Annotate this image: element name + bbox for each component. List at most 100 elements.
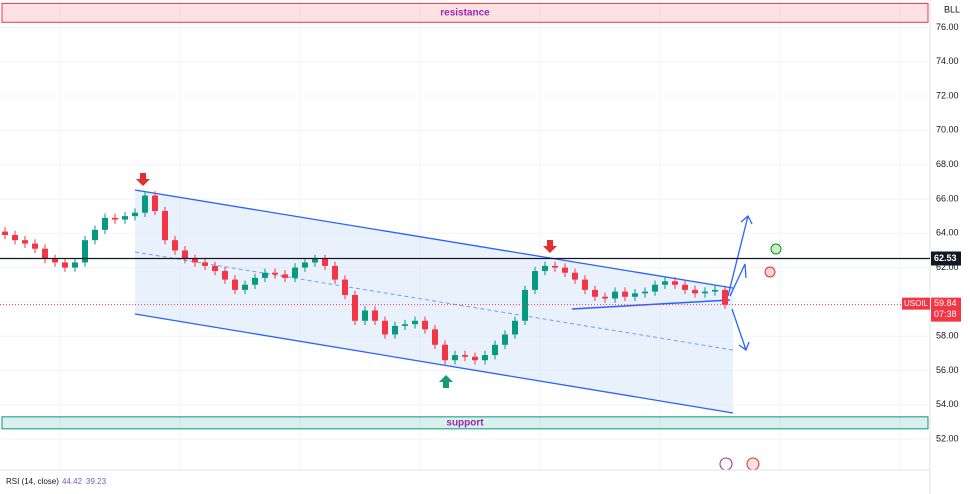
indicator-name: RSI (14, close) (6, 477, 59, 486)
candle-body (622, 291, 628, 297)
candle-body (372, 310, 378, 321)
candle-body (482, 355, 488, 361)
candle-body (422, 320, 428, 330)
candle-body (112, 217, 118, 220)
candle-body (62, 262, 68, 268)
candle-body (452, 355, 458, 361)
candle-body (242, 284, 248, 290)
candle-body (492, 344, 498, 356)
y-tick-label: 58.00 (936, 331, 959, 341)
candle-body (542, 265, 548, 272)
candle-body (292, 267, 298, 278)
candle-body (652, 284, 658, 292)
candle-body (412, 320, 418, 325)
y-tick-label: 68.00 (936, 159, 959, 169)
candle-body (82, 240, 88, 263)
candle-body (32, 243, 38, 249)
candle-body (302, 262, 308, 268)
zone-label: resistance (440, 8, 490, 19)
arrows (727, 214, 753, 352)
zone (1, 416, 929, 430)
candle-body (72, 262, 78, 268)
candle-body (202, 262, 208, 266)
indicator-value: 44.42 (62, 477, 83, 486)
candle-body (502, 334, 508, 345)
candle-body (712, 289, 718, 292)
candle-body (352, 295, 358, 321)
zone-label: support (446, 417, 484, 428)
candle-body (222, 271, 228, 280)
candle-body (332, 265, 338, 280)
y-tick-label: 54.00 (936, 399, 959, 409)
candle-body (702, 291, 708, 294)
symbol-tag (902, 297, 930, 310)
candle-body (632, 293, 638, 297)
indicator-value: 39.23 (86, 477, 107, 486)
y-tick-label: 64.00 (936, 228, 959, 238)
candle-body (2, 231, 8, 235)
y-tick-label: 70.00 (936, 125, 959, 135)
candle-body (432, 329, 438, 345)
candle-body (102, 217, 108, 230)
candle-body (162, 210, 168, 241)
candle-body (52, 259, 58, 263)
candle-body (532, 271, 538, 290)
y-tick-label: 66.00 (936, 193, 959, 203)
candle-body (212, 265, 218, 272)
last-price-label: 59.84 (934, 298, 957, 308)
y-tick-label: 62.00 (936, 262, 959, 272)
candle-body (522, 289, 528, 321)
axis-corner-label: BLL (944, 4, 960, 14)
candle-body (172, 240, 178, 251)
candle-body (142, 195, 148, 213)
candle-body (722, 289, 728, 305)
candle-body (512, 320, 518, 335)
level-tag (931, 251, 961, 266)
candle-body (132, 212, 138, 217)
candle-body (42, 248, 48, 260)
candle-body (602, 296, 608, 299)
symbol-label: USOIL (904, 299, 929, 308)
candle-body (572, 272, 578, 280)
candle-body (472, 356, 478, 361)
candle-body (22, 240, 28, 244)
y-tick-label: 74.00 (936, 56, 959, 66)
candle-body (642, 291, 648, 294)
candle-body (462, 355, 468, 357)
zone (1, 2, 929, 23)
candle-body (192, 259, 198, 263)
candle-body (312, 259, 318, 263)
candle-body (672, 281, 678, 285)
candle-body (182, 250, 188, 260)
candle-body (152, 195, 158, 211)
candle-body (442, 344, 448, 361)
candle-body (402, 324, 408, 326)
candle-body (382, 320, 388, 335)
candle-body (122, 216, 128, 220)
candle-body (682, 284, 688, 290)
level-label: 62.53 (934, 253, 957, 263)
candle-body (612, 291, 618, 299)
price-tag (931, 297, 961, 322)
candle-body (252, 277, 258, 285)
candle-body (662, 281, 668, 285)
candle-body (362, 310, 368, 321)
candle-body (282, 274, 288, 278)
candle-body (12, 235, 18, 241)
candle-body (92, 229, 98, 241)
y-tick-label: 76.00 (936, 22, 959, 32)
countdown-label: 07:38 (934, 309, 957, 319)
candle-body (562, 267, 568, 273)
y-tick-label: 72.00 (936, 90, 959, 100)
candle-body (342, 279, 348, 296)
channel (134, 189, 734, 414)
candle-body (392, 325, 398, 335)
y-tick-label: 52.00 (936, 433, 959, 443)
candle-body (272, 272, 278, 275)
candle-body (582, 279, 588, 290)
candle-body (262, 272, 268, 278)
y-tick-label: 56.00 (936, 365, 959, 375)
candle-body (592, 289, 598, 297)
candle-body (322, 259, 328, 266)
